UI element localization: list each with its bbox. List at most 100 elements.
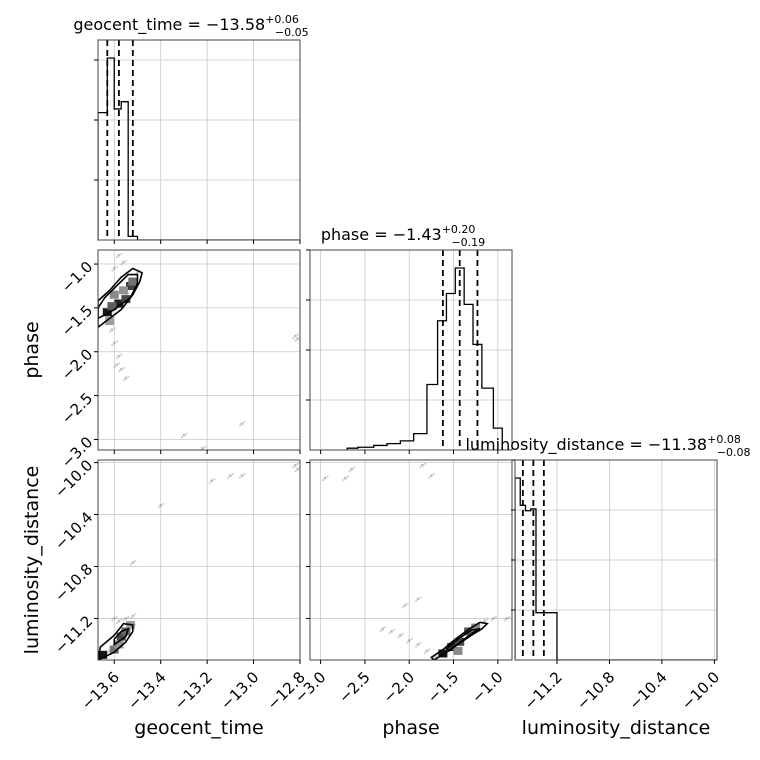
scatter-point xyxy=(379,629,382,632)
scatter-point xyxy=(392,628,396,632)
scatter-point xyxy=(292,466,295,469)
x-tick-label: −1.0 xyxy=(468,668,506,706)
scatter-point xyxy=(131,614,135,618)
scatter-point xyxy=(157,506,160,509)
scatter-point xyxy=(407,639,411,642)
density-cell xyxy=(453,646,463,655)
density-cell xyxy=(119,286,129,295)
density-cell xyxy=(109,290,119,299)
scatter-point xyxy=(122,378,125,382)
scatter-point xyxy=(210,479,214,483)
panel-title-geocent_time: geocent_time = −13.58+0.06 −0.05 xyxy=(73,13,308,39)
y-axis-label-luminosity_distance: luminosity_distance xyxy=(21,466,43,655)
x-tick-label: −1.5 xyxy=(424,668,462,706)
scatter-point xyxy=(118,370,121,373)
scatter-point xyxy=(122,260,125,264)
scatter-point xyxy=(388,632,391,635)
scatter-point xyxy=(428,476,431,479)
density-cell xyxy=(471,623,481,632)
density-cell xyxy=(105,317,115,326)
scatter-point xyxy=(238,424,242,427)
scatter-point xyxy=(401,606,404,609)
scatter-point xyxy=(115,357,118,360)
scatter-point xyxy=(410,637,413,641)
scatter-point xyxy=(398,633,402,637)
scatter-point xyxy=(115,340,118,343)
scatter-point xyxy=(293,334,297,338)
panel-frame xyxy=(97,459,301,661)
x-tick-label: −10.8 xyxy=(573,668,618,713)
density-cell xyxy=(107,302,117,311)
scatter-point xyxy=(353,466,356,469)
scatter-point xyxy=(416,597,420,601)
scatter-point xyxy=(182,433,186,437)
scatter-point xyxy=(124,259,128,262)
y-tick-label: −1.5 xyxy=(58,302,96,340)
scatter-point xyxy=(111,269,114,272)
contour-line xyxy=(445,628,481,652)
scatter-point xyxy=(136,271,139,275)
scatter-point xyxy=(127,615,130,619)
y-axis-label-phase: phase xyxy=(21,321,43,378)
panel-title-luminosity_distance: luminosity_distance = −11.38+0.08 −0.08 xyxy=(465,433,750,459)
scatter-point xyxy=(113,327,116,330)
panel-clip xyxy=(98,252,300,450)
x-tick-label: −11.2 xyxy=(521,668,566,713)
panel-clip xyxy=(321,462,511,660)
scatter-point xyxy=(294,339,297,342)
scatter-panel-phase_lumdist xyxy=(306,459,513,664)
scatter-point xyxy=(117,619,121,623)
panel-clip xyxy=(98,462,300,660)
y-tick-label: −10.8 xyxy=(51,560,96,605)
histogram-step-phase xyxy=(346,267,503,450)
scatter-point xyxy=(425,649,429,653)
scatter-point xyxy=(485,618,489,621)
panel-title-phase: phase = −1.43+0.20 −0.19 xyxy=(321,223,485,249)
scatter-point xyxy=(115,256,118,259)
scatter-point xyxy=(323,476,327,480)
scatter-point xyxy=(231,472,234,476)
scatter-point xyxy=(296,337,300,340)
y-tick-label: −2.0 xyxy=(58,345,96,383)
density-cell xyxy=(121,295,131,304)
x-axis-label-luminosity_distance: luminosity_distance xyxy=(522,717,711,739)
scatter-point xyxy=(321,479,325,482)
x-tick-label: −13.6 xyxy=(78,668,123,713)
scatter-point xyxy=(342,479,345,482)
scatter-point xyxy=(124,376,128,380)
scatter-point xyxy=(296,467,300,471)
scatter-point xyxy=(240,422,244,426)
histogram-step-geocent_time xyxy=(98,57,300,240)
scatter-point xyxy=(384,626,387,629)
panel-frame xyxy=(309,459,513,661)
scatter-point xyxy=(112,617,116,620)
scatter-point xyxy=(240,474,244,477)
scatter-point xyxy=(432,472,435,476)
hist-clip xyxy=(98,40,300,240)
x-tick-label: −2.0 xyxy=(380,668,418,706)
scatter-point xyxy=(112,267,116,270)
scatter-point xyxy=(326,475,329,478)
y-tick-label: −11.2 xyxy=(51,612,96,657)
scatter-point xyxy=(293,463,297,467)
scatter-point xyxy=(110,328,114,332)
scatter-point xyxy=(115,615,118,619)
scatter-point xyxy=(238,476,242,479)
x-tick-label: −13.2 xyxy=(171,668,216,713)
density-cell xyxy=(109,645,119,654)
scatter-point xyxy=(491,617,495,620)
scatter-point xyxy=(124,617,128,620)
hist-clip xyxy=(346,250,503,450)
histogram-step-luminosity_distance xyxy=(515,477,717,660)
scatter-point xyxy=(117,253,121,257)
scatter-point xyxy=(208,481,211,484)
scatter-point xyxy=(505,617,509,620)
scatter-point xyxy=(508,615,511,619)
scatter-point xyxy=(115,621,118,625)
density-cell xyxy=(126,281,136,290)
scatter-point xyxy=(117,354,121,358)
panel-frame xyxy=(97,39,301,241)
y-tick-label: −2.5 xyxy=(58,389,96,427)
x-tick-label: −10.4 xyxy=(626,668,671,713)
